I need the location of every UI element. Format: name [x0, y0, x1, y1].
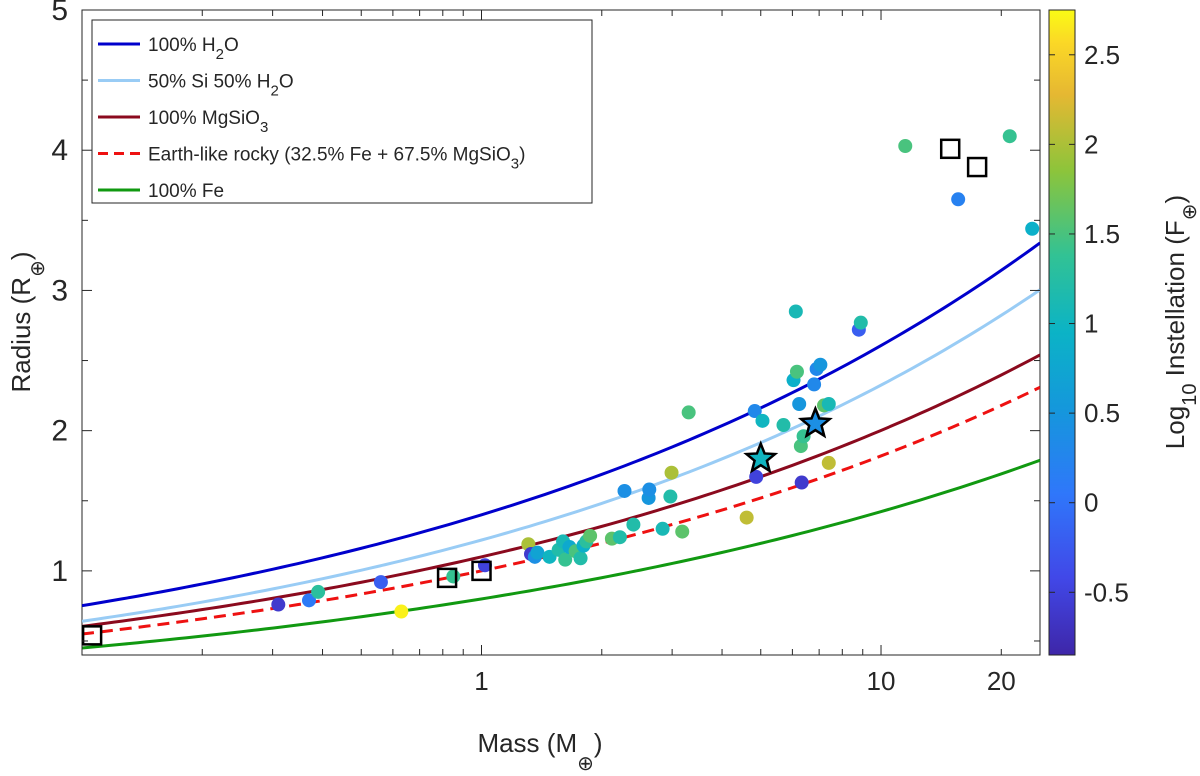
planet-point: [853, 315, 868, 330]
highlight-stars: [743, 405, 833, 474]
planet-point: [617, 483, 632, 498]
planet-point: [747, 404, 762, 419]
planet-point: [792, 397, 807, 412]
planet-point: [789, 364, 804, 379]
planet-point: [776, 418, 791, 433]
curve-5: [82, 458, 1040, 650]
square-marker: [471, 560, 492, 582]
x-tick-label: 1: [474, 666, 488, 696]
planet-point: [642, 482, 657, 497]
colorbar-tick-label: 2: [1084, 129, 1098, 159]
planet-point: [898, 139, 913, 154]
planet-point: [1025, 221, 1040, 236]
colorbar-tick-label: 1.5: [1084, 219, 1120, 249]
solar-system-squares: [81, 138, 988, 646]
colorbar-tick-label: 1: [1084, 309, 1098, 339]
star-marker: [743, 440, 779, 474]
planet-point: [626, 517, 641, 532]
planet-point: [794, 475, 809, 490]
legend: 100% H2O 50% Si 50% H2O 100% MgSiO3 Earth-l…: [91, 19, 593, 204]
y-tick-label: 1: [51, 555, 68, 588]
colorbar-gradient: [1048, 9, 1076, 656]
curve-2: [82, 288, 1040, 623]
y-tick-label: 5: [51, 0, 68, 27]
x-axis-label: Mass (M⊕): [477, 728, 602, 775]
planet-point: [446, 569, 461, 584]
y-axis-ticks: 1 2 3 4 5: [51, 0, 1040, 642]
y-axis-label: Radius (R⊕): [6, 251, 49, 392]
legend-label-5: 100% Fe: [148, 181, 224, 202]
planet-point: [558, 552, 573, 567]
square-marker: [436, 567, 458, 589]
star-marker: [797, 405, 833, 439]
planet-point: [951, 192, 966, 207]
colorbar: -0.5 0 0.5 1 1.5 2 2.5 Log10 Instellation (F⊕): [1048, 9, 1200, 656]
legend-box: [91, 19, 593, 204]
planet-point: [311, 584, 326, 599]
legend-label-4: Earth-like rocky (32.5% Fe + 67.5% MgSiO…: [148, 145, 525, 173]
colorbar-tick-label: 2.5: [1084, 40, 1120, 70]
x-tick-label: 10: [867, 666, 896, 696]
planet-point: [788, 304, 803, 319]
colorbar-ticks: -0.5 0 0.5 1 1.5 2 2.5: [1049, 40, 1129, 607]
colorbar-tick-label: 0.5: [1084, 398, 1120, 428]
planet-point: [821, 455, 836, 470]
y-tick-label: 4: [51, 134, 68, 167]
planet-point: [681, 405, 696, 420]
planet-points: [271, 129, 1040, 619]
planet-point: [749, 469, 764, 484]
colorbar-label: Log10 Instellation (F⊕): [1160, 195, 1200, 449]
x-tick-label: 20: [987, 666, 1016, 696]
planet-point: [583, 528, 598, 543]
square-marker: [966, 156, 988, 178]
colorbar-tick-label: 0: [1084, 488, 1098, 518]
planet-point: [755, 413, 770, 428]
planet-point: [612, 530, 627, 545]
planet-point: [675, 524, 690, 539]
planet-point: [807, 377, 822, 392]
planet-point: [813, 357, 828, 372]
square-marker: [939, 138, 961, 160]
planet-point: [821, 397, 836, 412]
planet-point: [573, 551, 588, 566]
planet-point: [394, 604, 409, 619]
curve-1: [82, 241, 1040, 608]
planet-point: [655, 521, 670, 536]
legend-label-2: 50% Si 50% H2O: [148, 72, 294, 100]
planet-point: [664, 465, 679, 480]
legend-label-3: 100% MgSiO3: [148, 108, 268, 136]
planet-point: [530, 545, 545, 560]
planet-point: [271, 597, 286, 612]
planet-point: [373, 575, 388, 590]
planet-point: [1002, 129, 1017, 144]
y-tick-label: 3: [51, 274, 68, 307]
planet-point: [739, 510, 754, 525]
square-marker: [81, 625, 103, 646]
y-tick-label: 2: [51, 415, 68, 448]
planet-point: [302, 593, 317, 608]
x-axis-ticks: 1 10 20: [81, 10, 1016, 696]
planet-point: [663, 489, 678, 504]
legend-label-1: 100% H2O: [148, 35, 239, 63]
model-curves: [82, 241, 1040, 650]
colorbar-tick-label: -0.5: [1084, 577, 1129, 607]
